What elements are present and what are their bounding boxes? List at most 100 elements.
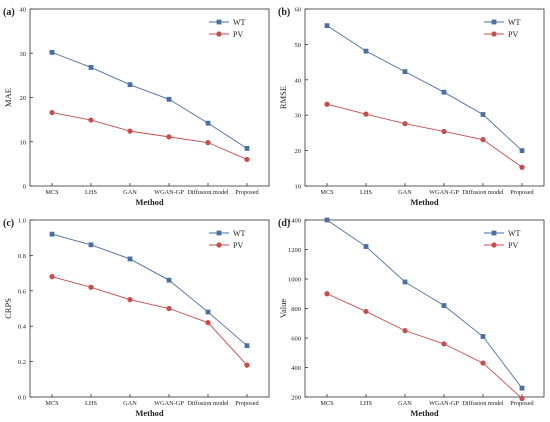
data-point-pv	[480, 360, 486, 366]
panel-label: (b)	[278, 7, 290, 18]
y-tick-label: 10	[20, 139, 27, 146]
panel-label: (a)	[3, 7, 15, 18]
plot-frame	[29, 219, 270, 398]
x-axis-label: Method	[135, 408, 164, 418]
data-point-wt	[402, 69, 408, 75]
legend-marker	[491, 19, 497, 25]
legend-marker	[216, 230, 222, 236]
panel-label: (c)	[3, 218, 14, 229]
data-point-wt	[88, 242, 94, 248]
series-line-wt	[51, 51, 248, 149]
data-point-wt	[88, 65, 94, 70]
x-tick-label: Proposed	[235, 189, 259, 196]
chart-panel-a: (a) 0 10 20 30 40 MCS LHS GAN WGAN-GP Diffusion mo…	[3, 7, 270, 207]
legend-marker	[216, 242, 222, 248]
x-tick-label: MCS	[45, 189, 59, 196]
data-point-wt	[205, 309, 211, 315]
panel-label: (d)	[278, 218, 290, 229]
legend-marker	[491, 230, 497, 236]
x-tick-label: Diffusion model	[462, 400, 504, 407]
x-tick-label: MCS	[45, 400, 59, 407]
x-axis-label: Method	[135, 197, 164, 207]
y-tick-label: 20	[295, 148, 302, 155]
y-tick-label: 10	[295, 184, 302, 191]
plot-frame	[304, 8, 545, 187]
y-tick-label: 0.6	[18, 288, 27, 295]
data-point-pv	[205, 140, 211, 146]
data-point-pv	[127, 297, 133, 303]
x-axis-label: Method	[410, 408, 439, 418]
legend-marker	[216, 31, 222, 37]
x-tick-label: WGAN-GP	[154, 189, 184, 196]
series-line-pv	[326, 103, 523, 168]
data-point-pv	[88, 117, 94, 123]
legend-label: PV	[233, 241, 243, 250]
data-point-pv	[88, 284, 94, 290]
data-point-pv	[519, 395, 525, 402]
legend-label: PV	[508, 241, 518, 250]
data-point-wt	[480, 334, 486, 339]
y-tick-label: 0	[23, 184, 26, 191]
y-axis-label: MAE	[3, 88, 13, 107]
y-tick-label: 800	[291, 306, 301, 313]
x-tick-label: GAN	[398, 189, 412, 196]
legend-label: WT	[508, 229, 521, 238]
data-point-wt	[127, 256, 133, 262]
data-point-wt	[441, 303, 447, 308]
data-point-wt	[49, 231, 55, 237]
series-line-pv	[51, 276, 248, 366]
data-point-pv	[127, 128, 133, 134]
y-tick-label: 0.0	[18, 395, 26, 402]
data-point-pv	[49, 274, 55, 280]
series-line-wt	[51, 233, 248, 347]
y-tick-label: 0.4	[18, 324, 27, 331]
legend-label: WT	[233, 229, 246, 238]
legend-marker	[491, 31, 497, 37]
data-point-wt	[205, 120, 211, 126]
data-point-pv	[205, 320, 211, 326]
data-point-wt	[519, 148, 525, 153]
data-point-pv	[363, 308, 369, 315]
x-tick-label: WGAN-GP	[429, 189, 459, 196]
x-tick-label: Proposed	[510, 400, 534, 407]
legend-marker	[216, 19, 222, 25]
y-tick-label: 30	[20, 51, 27, 58]
series-line-pv	[326, 293, 523, 399]
chart-panel-b: (b) 10 20 30 40 50 60 MCS LHS GAN WGAN-GP Diffusion…	[278, 7, 545, 207]
data-point-pv	[166, 134, 172, 140]
y-tick-label: 600	[291, 336, 301, 343]
x-tick-label: GAN	[123, 400, 137, 407]
y-tick-label: 0.8	[18, 253, 26, 260]
y-axis-label: CRPS	[3, 298, 13, 319]
x-tick-label: Proposed	[235, 400, 259, 407]
data-point-pv	[363, 111, 369, 117]
legend-label: WT	[508, 18, 521, 27]
data-point-pv	[402, 121, 408, 127]
legend-label: PV	[233, 30, 243, 39]
y-tick-label: 0.2	[18, 359, 26, 366]
data-point-pv	[441, 341, 447, 347]
y-axis-label: RMSE	[278, 86, 288, 109]
legend-marker	[491, 242, 497, 248]
data-point-wt	[49, 49, 55, 55]
x-tick-label: Diffusion model	[462, 189, 504, 196]
data-point-pv	[244, 156, 250, 163]
y-axis-label: Value	[278, 299, 288, 319]
chart-panel-d: (d) 200 400 600 800 1000 1200 1400 MCS LHS GAN WGAN…	[278, 218, 545, 418]
series-line-wt	[326, 25, 523, 151]
data-point-pv	[402, 328, 408, 334]
x-tick-label: Proposed	[510, 189, 534, 196]
y-tick-label: 40	[20, 7, 27, 14]
data-point-wt	[244, 145, 250, 151]
data-point-wt	[402, 279, 408, 285]
y-tick-label: 1.0	[18, 218, 26, 225]
data-point-pv	[441, 128, 447, 135]
legend-label: PV	[508, 30, 518, 39]
data-point-wt	[244, 343, 250, 349]
series-line-pv	[51, 112, 248, 160]
data-point-pv	[324, 291, 330, 297]
x-tick-label: WGAN-GP	[154, 400, 184, 407]
data-point-wt	[166, 96, 172, 102]
x-axis-label: Method	[410, 197, 439, 207]
